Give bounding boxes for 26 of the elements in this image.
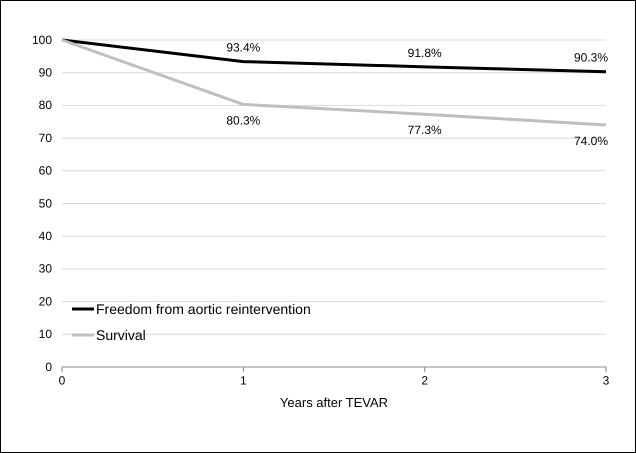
x-tick-label: 1 bbox=[240, 374, 247, 388]
legend-label: Survival bbox=[96, 327, 146, 343]
y-tick-label: 10 bbox=[38, 327, 52, 342]
y-tick-label: 20 bbox=[38, 294, 52, 308]
data-label: 80.3% bbox=[226, 113, 261, 128]
y-tick-label: 80 bbox=[38, 98, 52, 112]
line-series bbox=[60, 38, 608, 74]
data-label: 91.8% bbox=[408, 46, 442, 60]
y-tick-label: 40 bbox=[38, 229, 52, 244]
y-tick-label: 50 bbox=[38, 196, 52, 210]
data-label: 93.4% bbox=[226, 40, 261, 55]
data-label: 90.3% bbox=[574, 50, 608, 65]
y-tick-label: 90 bbox=[38, 66, 52, 80]
x-axis-title: Years after TEVAR bbox=[280, 395, 388, 410]
data-label: 77.3% bbox=[408, 123, 442, 138]
y-tick-label: 70 bbox=[38, 130, 52, 145]
y-tick-label: 60 bbox=[38, 164, 52, 178]
y-tick-label: 30 bbox=[38, 262, 52, 276]
y-tick-label: 0 bbox=[45, 360, 52, 374]
y-tick-label: 100 bbox=[32, 32, 52, 47]
line-series bbox=[60, 38, 608, 127]
x-tick-label: 2 bbox=[421, 374, 428, 388]
x-tick-label: 3 bbox=[602, 374, 610, 388]
data-label: 74.0% bbox=[574, 134, 608, 148]
legend-label: Freedom from aortic reintervention bbox=[96, 301, 311, 317]
x-tick-label: 0 bbox=[58, 374, 66, 388]
